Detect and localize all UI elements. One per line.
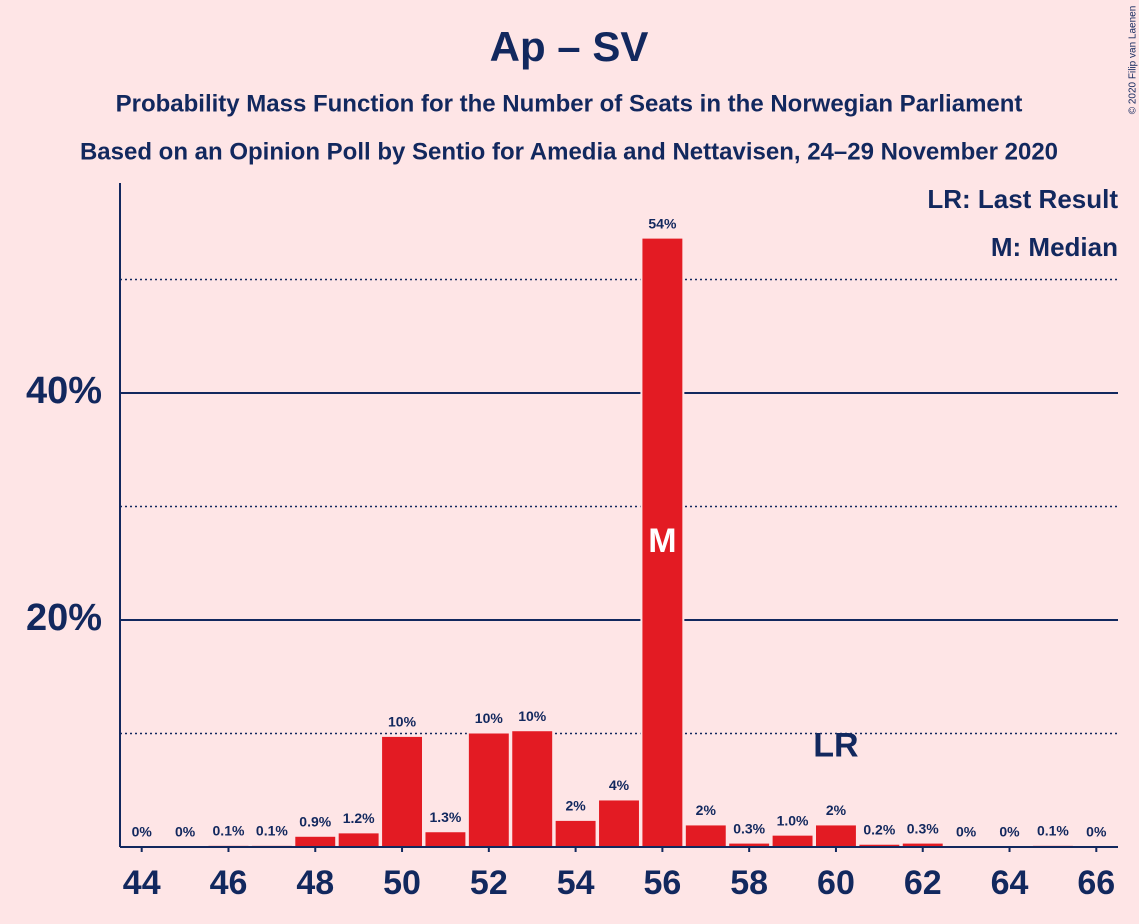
chart-title: Ap – SV (490, 23, 649, 70)
x-tick-label: 54 (557, 864, 595, 902)
value-label: 1.0% (777, 812, 809, 828)
value-label: 0% (999, 824, 1020, 840)
value-label: 10% (518, 708, 547, 724)
bar (597, 798, 641, 850)
x-tick-label: 60 (817, 864, 855, 902)
bar (293, 834, 338, 849)
value-label: 0.1% (256, 823, 288, 839)
value-label: 10% (388, 714, 417, 730)
value-label: 0.9% (299, 813, 331, 829)
x-tick-label: 44 (123, 864, 161, 902)
value-label: 0% (1086, 824, 1107, 840)
bar (466, 731, 511, 849)
value-label: 0.1% (213, 823, 245, 839)
bar (683, 823, 728, 850)
value-label: 0.3% (907, 820, 939, 836)
value-label: 54% (648, 215, 677, 231)
legend-note: M: Median (991, 232, 1118, 262)
value-label: 2% (696, 802, 717, 818)
value-label: 2% (565, 798, 586, 814)
x-tick-label: 66 (1077, 864, 1115, 902)
bar (423, 830, 468, 850)
x-tick-label: 48 (296, 864, 334, 902)
value-label: 1.3% (429, 809, 461, 825)
bar (380, 734, 425, 850)
x-tick-label: 64 (991, 864, 1029, 902)
x-tick-label: 58 (730, 864, 768, 902)
value-label: 1.2% (343, 810, 375, 826)
legend-note: LR: Last Result (927, 184, 1118, 214)
value-label: 0% (956, 824, 977, 840)
median-marker: M (648, 522, 676, 560)
value-label: 2% (826, 802, 847, 818)
last-result-marker: LR (813, 726, 858, 764)
value-label: 0.2% (863, 821, 895, 837)
value-label: 4% (609, 777, 630, 793)
bar (813, 823, 858, 850)
bar (640, 236, 685, 850)
x-tick-label: 50 (383, 864, 421, 902)
value-label: 0% (175, 824, 196, 840)
value-label: 0.3% (733, 820, 765, 836)
x-tick-label: 56 (643, 864, 681, 902)
value-label: 10% (475, 710, 504, 726)
y-tick-label: 40% (26, 370, 102, 412)
value-label: 0.1% (1037, 823, 1069, 839)
bar (510, 729, 555, 850)
x-tick-label: 62 (904, 864, 942, 902)
bar (553, 818, 598, 850)
bar (336, 831, 381, 850)
x-tick-label: 46 (210, 864, 248, 902)
y-tick-label: 20% (26, 597, 102, 639)
x-tick-label: 52 (470, 864, 508, 902)
chart-subtitle: Based on an Opinion Poll by Sentio for A… (80, 138, 1058, 165)
credit: © 2020 Filip van Laenen (1128, 6, 1139, 115)
chart-subtitle: Probability Mass Function for the Number… (116, 90, 1023, 117)
value-label: 0% (132, 824, 153, 840)
bar (770, 833, 815, 850)
